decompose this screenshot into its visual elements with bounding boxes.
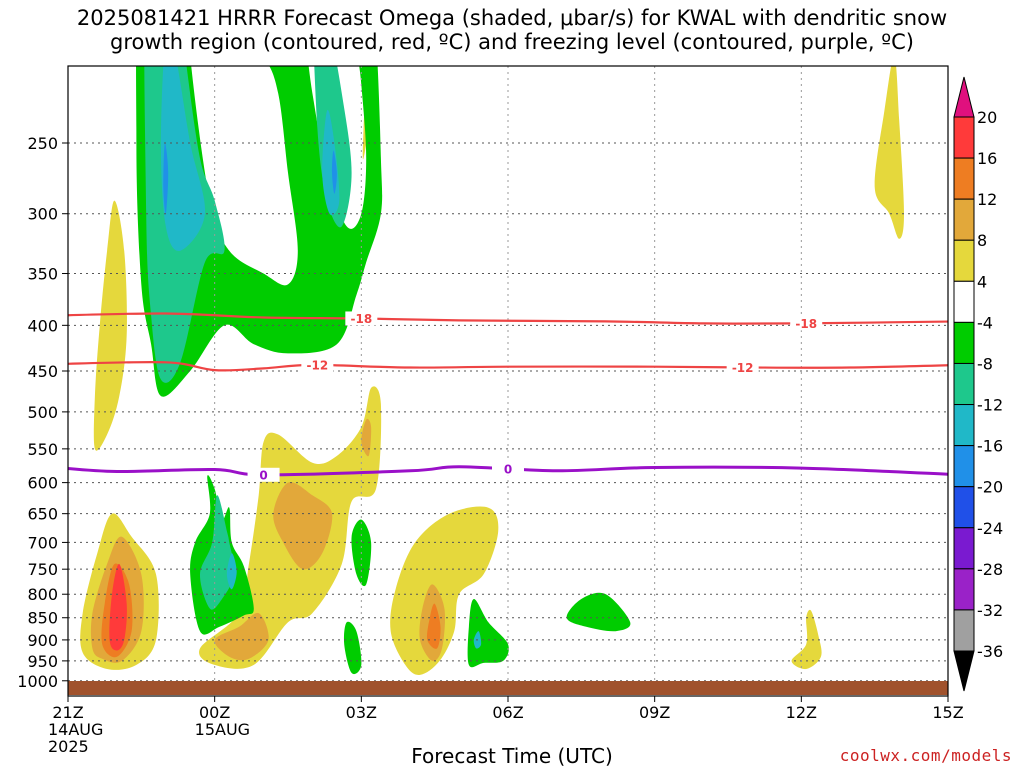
contour-label: -12 [306,359,328,373]
contour-label: -12 [732,361,754,375]
omega-region [426,603,441,649]
omega-region [467,598,509,668]
colorbar-label: 20 [977,108,997,127]
x-tick-label: 14AUG [48,720,103,739]
colorbar-label: -36 [977,642,1003,661]
y-tick-label: 650 [27,505,58,524]
contour-label-bg [790,316,823,331]
colorbar-segment [953,362,975,406]
y-tick-label: 850 [27,609,58,628]
dendritic-growth-line [68,360,948,372]
colorbar-segment [953,527,975,570]
y-tick-label: 400 [27,316,58,335]
omega-region [199,495,235,610]
colorbar-label: -12 [977,396,1003,415]
contour-label-bg [301,358,334,373]
colorbar-label: 12 [977,190,997,209]
colorbar-label: -4 [977,313,993,332]
colorbar-segment [953,404,975,447]
chart-title: 2025081421 HRRR Forecast Omega (shaded, … [0,6,1024,54]
colorbar-segment [953,116,975,159]
x-tick-label: 21Z [52,703,83,722]
colorbar-label: -24 [977,519,1003,538]
contour-label-bg [247,467,280,482]
y-tick-label: 350 [27,265,58,284]
contour-label: 0 [504,462,512,476]
colorbar-top-arrow [953,76,975,118]
omega-region [791,609,822,670]
y-tick-label: 800 [27,585,58,604]
x-tick-label: 06Z [492,703,523,722]
y-tick-label: 900 [27,631,58,650]
y-tick-label: 750 [27,560,58,579]
omega-region [566,592,631,632]
colorbar-label: 16 [977,149,997,168]
omega-region [214,612,269,661]
x-tick-label: 03Z [346,703,377,722]
colorbar-label: 4 [977,272,987,291]
colorbar-segment [953,280,975,323]
omega-region [331,150,337,194]
y-tick-label: 500 [27,403,58,422]
colorbar-label: -28 [977,560,1003,579]
colorbar-segment [953,568,975,611]
omega-region [226,553,237,590]
y-tick-label: 300 [27,205,58,224]
omega-region [160,66,205,251]
dendritic-growth-line [68,312,948,325]
colorbar-segment [953,486,975,529]
contour-label: -18 [350,312,372,326]
colorbar-segment [953,157,975,200]
colorbar-bottom-arrow [953,650,975,692]
contour-label-bg [345,311,378,326]
omega-region [361,418,372,457]
colorbar-segment [953,609,975,652]
y-tick-label: 600 [27,474,58,493]
contour-label-bg [492,461,524,476]
contour-label-bg [726,360,759,375]
temperature-contours: -18 -18 -12 -12 0 0 [68,311,948,482]
omega-region [163,142,169,214]
colorbar-segment [953,239,975,282]
colorbar-label: -16 [977,437,1003,456]
freezing-level-line [68,465,948,477]
ground-surface [68,681,948,695]
contour-label: -18 [795,317,817,331]
contour-label: 0 [259,468,267,482]
x-tick-label: 12Z [786,703,817,722]
x-tick-label: 09Z [639,703,670,722]
y-tick-label: 550 [27,440,58,459]
y-tick-label: 450 [27,362,58,381]
y-axis-ticks: 250 300 350 400 450 500 550 600 650 700 750 800 850 9… [17,134,68,691]
y-tick-label: 1000 [17,672,58,691]
y-tick-label: 950 [27,652,58,671]
credit-text: coolwx.com/models [839,746,1012,765]
title-line-1: 2025081421 HRRR Forecast Omega (shaded, … [76,6,948,30]
omega-region [273,482,333,570]
colorbar-segment [953,445,975,488]
colorbar: 20 16 12 8 4 -4 -8 -12 -16 -20 -24 -28 -32 -36 [953,76,1003,692]
x-tick-label: 00Z [199,703,230,722]
title-line-2: growth region (contoured, red, ºC) and f… [110,30,914,54]
omega-shading [80,66,904,675]
omega-region [874,66,904,239]
y-tick-label: 700 [27,533,58,552]
plot-frame [67,65,949,697]
colorbar-label: -8 [977,354,993,373]
colorbar-label: 8 [977,231,987,250]
colorbar-segment [953,198,975,241]
y-tick-label: 250 [27,134,58,153]
colorbar-label: -20 [977,478,1003,497]
x-tick-label: 15Z [932,703,963,722]
x-axis-label: Forecast Time (UTC) [411,744,613,768]
x-tick-label: 15AUG [195,720,250,739]
colorbar-segment [953,321,975,364]
colorbar-label: -32 [977,601,1003,620]
x-tick-label: 2025 [48,737,89,756]
omega-region [390,506,499,675]
